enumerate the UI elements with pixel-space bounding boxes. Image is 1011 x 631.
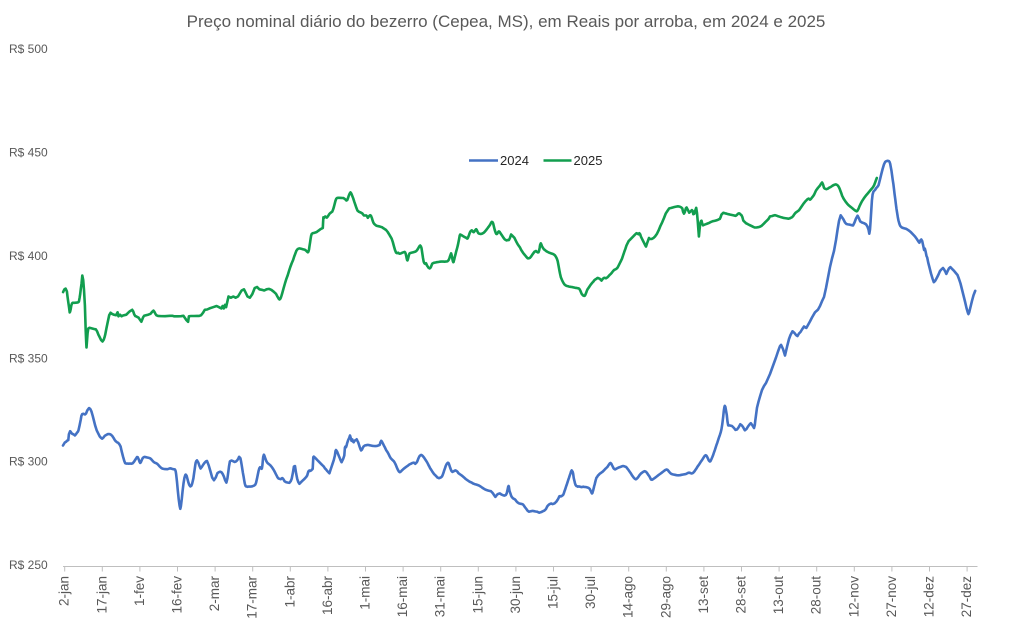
svg-text:R$ 450: R$ 450: [9, 146, 48, 160]
svg-text:16-fev: 16-fev: [170, 576, 185, 614]
svg-text:R$ 350: R$ 350: [9, 352, 48, 366]
svg-text:13-set: 13-set: [696, 576, 711, 614]
svg-text:1-fev: 1-fev: [132, 576, 147, 606]
svg-text:31-mai: 31-mai: [433, 576, 448, 617]
svg-text:14-ago: 14-ago: [621, 576, 636, 618]
svg-text:17-mar: 17-mar: [245, 576, 260, 619]
svg-text:28-set: 28-set: [734, 576, 749, 614]
svg-text:Preço nominal diário do bezerr: Preço nominal diário do bezerro (Cepea, …: [187, 12, 826, 31]
svg-text:2025: 2025: [574, 153, 603, 168]
svg-text:1-abr: 1-abr: [282, 575, 297, 607]
svg-text:29-ago: 29-ago: [658, 576, 673, 618]
svg-text:15-jun: 15-jun: [470, 576, 485, 614]
svg-text:R$ 500: R$ 500: [9, 42, 48, 56]
svg-text:1-mai: 1-mai: [358, 576, 373, 610]
svg-text:2-mar: 2-mar: [207, 576, 222, 612]
svg-text:2-jan: 2-jan: [57, 576, 72, 606]
svg-text:15-jul: 15-jul: [546, 576, 561, 609]
svg-text:12-dez: 12-dez: [922, 576, 937, 618]
svg-text:30-jun: 30-jun: [508, 576, 523, 614]
svg-text:28-out: 28-out: [809, 576, 824, 615]
svg-text:16-abr: 16-abr: [320, 576, 335, 616]
svg-text:R$ 300: R$ 300: [9, 455, 48, 469]
svg-text:12-nov: 12-nov: [846, 576, 861, 618]
svg-text:17-jan: 17-jan: [94, 576, 109, 614]
svg-text:16-mai: 16-mai: [395, 576, 410, 617]
svg-text:R$ 250: R$ 250: [9, 558, 48, 572]
svg-text:R$ 400: R$ 400: [9, 249, 48, 263]
svg-text:13-out: 13-out: [771, 576, 786, 615]
svg-text:2024: 2024: [500, 153, 529, 168]
svg-text:27-nov: 27-nov: [884, 576, 899, 618]
svg-text:27-dez: 27-dez: [959, 576, 974, 618]
svg-text:30-jul: 30-jul: [583, 576, 598, 609]
